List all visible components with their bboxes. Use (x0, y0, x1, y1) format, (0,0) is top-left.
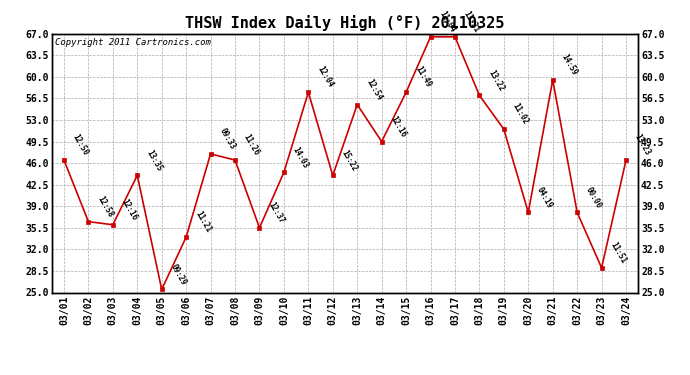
Text: 11:31: 11:31 (462, 9, 481, 34)
Text: 15:22: 15:22 (339, 148, 359, 172)
Text: 13:35: 13:35 (144, 148, 164, 172)
Text: 11:04: 11:04 (437, 9, 457, 34)
Text: 11:49: 11:49 (413, 65, 433, 90)
Text: 12:54: 12:54 (364, 77, 384, 102)
Text: 11:02: 11:02 (511, 102, 530, 126)
Text: 12:04: 12:04 (315, 65, 335, 90)
Text: 12:16: 12:16 (388, 114, 408, 139)
Text: 12:50: 12:50 (71, 133, 90, 157)
Text: 11:51: 11:51 (609, 240, 628, 265)
Text: Copyright 2011 Cartronics.com: Copyright 2011 Cartronics.com (55, 38, 210, 46)
Text: 00:00: 00:00 (584, 185, 604, 210)
Text: 14:03: 14:03 (291, 145, 310, 170)
Text: 12:37: 12:37 (266, 201, 286, 225)
Text: 11:26: 11:26 (242, 133, 262, 157)
Text: 09:29: 09:29 (168, 262, 188, 286)
Text: 12:58: 12:58 (95, 194, 115, 219)
Text: 13:23: 13:23 (633, 133, 652, 157)
Text: 12:16: 12:16 (120, 197, 139, 222)
Text: 14:59: 14:59 (560, 53, 579, 77)
Title: THSW Index Daily High (°F) 20110325: THSW Index Daily High (°F) 20110325 (186, 15, 504, 31)
Text: 09:33: 09:33 (217, 127, 237, 151)
Text: 13:22: 13:22 (486, 68, 506, 93)
Text: 04:19: 04:19 (535, 185, 555, 210)
Text: 11:21: 11:21 (193, 210, 213, 234)
